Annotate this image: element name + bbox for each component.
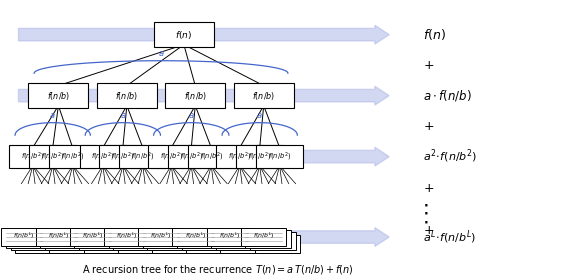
FancyBboxPatch shape [49,145,96,168]
FancyBboxPatch shape [15,235,61,253]
FancyBboxPatch shape [80,145,126,168]
FancyBboxPatch shape [188,145,234,168]
FancyBboxPatch shape [154,22,214,47]
FancyArrow shape [18,228,389,246]
FancyBboxPatch shape [74,230,120,248]
Text: $+$: $+$ [423,182,434,195]
FancyBboxPatch shape [211,230,257,248]
FancyBboxPatch shape [97,83,157,108]
FancyBboxPatch shape [100,145,146,168]
FancyBboxPatch shape [147,232,193,251]
Text: $a$: $a$ [158,49,164,58]
Text: $f(n/b)$: $f(n/b)$ [47,90,70,102]
Text: $a\cdot f(n/b)$: $a\cdot f(n/b)$ [423,88,472,103]
Text: $f(n/b^2)$: $f(n/b^2)$ [61,150,84,163]
Text: $f(n/b^2)$: $f(n/b^2)$ [21,150,44,163]
Text: $f(n/b^2)$: $f(n/b^2)$ [111,150,135,163]
FancyBboxPatch shape [216,232,261,251]
FancyBboxPatch shape [113,232,159,251]
FancyBboxPatch shape [177,230,223,248]
Text: $f(n)$: $f(n)$ [423,27,446,42]
Text: $f(n/b^2)$: $f(n/b^2)$ [91,150,115,163]
FancyBboxPatch shape [250,232,296,251]
FancyBboxPatch shape [166,83,225,108]
Text: $+$: $+$ [423,120,434,133]
Text: $a$: $a$ [256,111,263,120]
Text: $f(n/b^L)$: $f(n/b^L)$ [150,230,172,241]
FancyBboxPatch shape [70,228,115,246]
FancyBboxPatch shape [245,230,291,248]
FancyBboxPatch shape [138,228,184,246]
Text: $f(n/b^2)$: $f(n/b^2)$ [248,150,271,163]
Text: $f(n/b^2)$: $f(n/b^2)$ [160,150,183,163]
FancyBboxPatch shape [1,228,47,246]
Text: $f(n/b^L)$: $f(n/b^L)$ [253,230,274,241]
Text: A recursion tree for the recurrence $T(n) = a\,T(n/b) + f(n)$: A recursion tree for the recurrence $T(n… [82,263,354,276]
FancyBboxPatch shape [221,235,266,253]
Text: $f(n/b^L)$: $f(n/b^L)$ [48,230,69,241]
FancyBboxPatch shape [84,235,129,253]
Text: $f(n/b^L)$: $f(n/b^L)$ [82,230,103,241]
FancyBboxPatch shape [207,228,252,246]
Text: $f(n/b^L)$: $f(n/b^L)$ [116,230,138,241]
Text: $+$: $+$ [423,224,434,237]
FancyBboxPatch shape [143,230,189,248]
FancyArrow shape [18,25,389,44]
FancyArrow shape [18,86,389,105]
FancyBboxPatch shape [109,230,154,248]
Text: $\mathbf{\cdot}$: $\mathbf{\cdot}$ [423,199,429,212]
Text: $\mathbf{\cdot}$: $\mathbf{\cdot}$ [423,207,429,220]
FancyBboxPatch shape [10,232,56,251]
FancyBboxPatch shape [168,145,215,168]
Text: $f(n/b)$: $f(n/b)$ [252,90,275,102]
Text: $f(n/b^2)$: $f(n/b^2)$ [228,150,252,163]
Text: $f(n/b^2)$: $f(n/b^2)$ [180,150,203,163]
FancyBboxPatch shape [6,230,52,248]
Text: $f(n/b^2)$: $f(n/b^2)$ [41,150,64,163]
FancyBboxPatch shape [182,232,227,251]
Text: $f(n/b^L)$: $f(n/b^L)$ [13,230,35,241]
Text: $a^2\!\cdot\!f(n/b^2)$: $a^2\!\cdot\!f(n/b^2)$ [423,148,478,165]
FancyBboxPatch shape [234,83,293,108]
FancyBboxPatch shape [29,145,76,168]
FancyBboxPatch shape [217,145,263,168]
FancyBboxPatch shape [148,145,195,168]
FancyBboxPatch shape [241,228,286,246]
FancyBboxPatch shape [79,232,124,251]
Text: $a$: $a$ [120,111,126,120]
FancyBboxPatch shape [254,235,300,253]
FancyBboxPatch shape [172,228,218,246]
FancyBboxPatch shape [49,235,95,253]
FancyBboxPatch shape [36,228,81,246]
FancyBboxPatch shape [104,228,150,246]
FancyBboxPatch shape [119,145,166,168]
Text: $f(n/b^L)$: $f(n/b^L)$ [219,230,240,241]
Text: $f(n/b)$: $f(n/b)$ [115,90,139,102]
Text: $a$: $a$ [49,111,56,120]
Text: $\mathbf{\cdot}$: $\mathbf{\cdot}$ [423,215,429,228]
FancyBboxPatch shape [45,232,91,251]
FancyBboxPatch shape [256,145,303,168]
FancyBboxPatch shape [40,230,86,248]
Text: $f(n/b)$: $f(n/b)$ [184,90,207,102]
Text: $f(n/b^L)$: $f(n/b^L)$ [185,230,206,241]
FancyBboxPatch shape [29,83,88,108]
FancyBboxPatch shape [186,235,231,253]
Text: $a^L\!\cdot\!f(n/b^L)$: $a^L\!\cdot\!f(n/b^L)$ [423,228,477,246]
Text: $f(n/b^2)$: $f(n/b^2)$ [268,150,291,163]
Text: $f(n)$: $f(n)$ [175,29,193,41]
FancyBboxPatch shape [117,235,163,253]
FancyBboxPatch shape [152,235,198,253]
Text: $+$: $+$ [423,59,434,72]
FancyArrow shape [18,147,389,166]
FancyBboxPatch shape [236,145,283,168]
FancyBboxPatch shape [9,145,56,168]
Text: $f(n/b^2)$: $f(n/b^2)$ [131,150,154,163]
Text: $f(n/b^2)$: $f(n/b^2)$ [199,150,223,163]
Text: $a$: $a$ [188,111,195,120]
